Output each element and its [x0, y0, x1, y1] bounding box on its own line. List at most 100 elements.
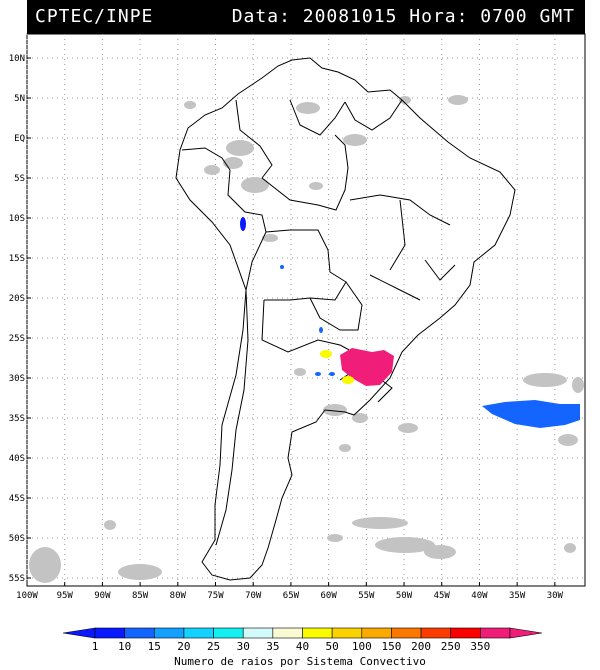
- lat-tick-label: 45S: [9, 494, 25, 504]
- longitude-labels: 100W 95W 90W 85W 80W 75W 70W 65W 60W 55W 50W 45W 40W…: [16, 591, 563, 601]
- border-colombia: [235, 99, 273, 179]
- flash-cluster-blue: [315, 372, 321, 376]
- legend-label: 35: [266, 640, 279, 653]
- cloud-patch: [558, 434, 578, 446]
- legend-label: 20: [177, 640, 190, 653]
- lon-tick-label: 100W: [16, 591, 38, 601]
- legend-swatch: [242, 627, 274, 639]
- cloud-patch: [29, 547, 61, 583]
- legend-swatch: [391, 627, 422, 639]
- legend-swatch: [183, 627, 214, 639]
- lon-tick-label: 80W: [170, 591, 187, 601]
- lon-tick-label: 85W: [132, 591, 149, 601]
- cloud-patch: [262, 234, 278, 242]
- cloud-patch: [398, 423, 418, 433]
- lat-tick-label: 25S: [9, 334, 25, 344]
- legend-swatch: [361, 627, 392, 639]
- flash-cluster-ocean-blue: [482, 400, 580, 428]
- lat-tick-label: 40S: [9, 454, 25, 464]
- cloud-patch: [241, 177, 269, 193]
- map-frame: [26, 33, 586, 587]
- border-venezuela: [289, 99, 346, 136]
- cloud-patch: [327, 534, 343, 542]
- border-brazil-north: [261, 134, 349, 211]
- lon-tick-label: 40W: [471, 591, 488, 601]
- border-paraguay: [309, 281, 363, 331]
- country-outlines: [175, 57, 516, 581]
- legend-label: 250: [441, 640, 461, 653]
- cloud-patch: [223, 157, 243, 169]
- border-guyanas: [344, 99, 403, 131]
- legend-swatch: [124, 627, 155, 639]
- lat-tick-label: 5S: [14, 174, 25, 184]
- lon-tick-label: 75W: [207, 591, 224, 601]
- cloud-patch: [294, 368, 306, 376]
- legend-label: 200: [411, 640, 431, 653]
- cloud-patch: [352, 413, 368, 423]
- legend-arrow-left: [62, 627, 96, 639]
- lat-tick-label: 20S: [9, 294, 25, 304]
- lat-tick-label: 10S: [9, 214, 25, 224]
- cloud-patch: [118, 564, 162, 580]
- cloud-patch: [572, 377, 584, 393]
- legend-label: 15: [148, 640, 161, 653]
- legend-label: 40: [296, 640, 309, 653]
- lat-tick-label: 35S: [9, 414, 25, 424]
- legend-swatch: [302, 627, 333, 639]
- legend-swatch: [480, 627, 511, 639]
- border-bolivia: [264, 229, 347, 301]
- legend-label: 1: [92, 640, 99, 653]
- date-time-label: Data: 20081015 Hora: 0700 GMT: [231, 6, 575, 27]
- lat-tick-label: 55S: [9, 574, 25, 584]
- cloud-cover: [29, 95, 584, 583]
- cloud-patch: [352, 517, 408, 529]
- flash-cluster-blue: [280, 265, 284, 269]
- lat-tick-label: 5N: [14, 94, 25, 104]
- lon-tick-label: 50W: [396, 591, 413, 601]
- cloud-patch: [564, 543, 576, 553]
- lon-tick-label: 90W: [94, 591, 111, 601]
- cloud-patch: [204, 165, 220, 175]
- legend-swatch: [94, 627, 125, 639]
- lat-tick-label: 10N: [9, 54, 25, 64]
- border-argentina-north: [261, 299, 369, 361]
- legend-swatch: [213, 627, 244, 639]
- legend-label: 150: [381, 640, 401, 653]
- flash-cluster-blue: [319, 327, 323, 333]
- lat-tick-label: EQ: [14, 134, 25, 144]
- cloud-patch: [523, 373, 567, 387]
- flash-cluster-blue: [329, 372, 335, 376]
- cloud-patch: [448, 95, 468, 105]
- legend-label: 25: [207, 640, 220, 653]
- cloud-patch: [343, 134, 367, 146]
- title-bar: CPTEC/INPE Data: 20081015 Hora: 0700 GMT: [27, 0, 585, 34]
- lon-tick-label: 55W: [358, 591, 375, 601]
- lat-tick-label: 15S: [9, 254, 25, 264]
- lon-tick-label: 95W: [57, 591, 74, 601]
- cloud-patch: [399, 96, 411, 104]
- lon-tick-label: 30W: [547, 591, 564, 601]
- graticule: [26, 34, 585, 586]
- flash-cluster-magenta: [340, 348, 394, 386]
- lat-tick-label: 50S: [9, 534, 25, 544]
- cloud-patch: [184, 101, 196, 109]
- flash-cluster-yellow: [320, 350, 332, 358]
- legend-caption: Numero de raios por Sistema Convectivo: [174, 655, 426, 668]
- lon-tick-label: 35W: [509, 591, 526, 601]
- flash-cluster-yellow: [342, 376, 354, 384]
- legend-arrow-right: [509, 627, 543, 639]
- cloud-patch: [375, 537, 435, 553]
- legend-label: 100: [352, 640, 372, 653]
- cloud-patch: [424, 545, 456, 559]
- lightning-systems: [240, 217, 580, 428]
- agency-label: CPTEC/INPE: [35, 6, 154, 27]
- border-brazil-states: [349, 194, 456, 301]
- cloud-patch: [104, 520, 116, 530]
- legend-label: 350: [470, 640, 490, 653]
- latitude-labels: 10N 5N EQ 5S 10S 15S 20S 25S 30S 35S 40S 45S 50S 55S: [9, 54, 25, 584]
- legend-swatch: [272, 627, 303, 639]
- cloud-patch: [339, 444, 351, 452]
- legend-labels: 1 10 15 20 25 30 35 40 50 100 150 200 250 350: [92, 640, 491, 653]
- border-peru: [227, 169, 267, 291]
